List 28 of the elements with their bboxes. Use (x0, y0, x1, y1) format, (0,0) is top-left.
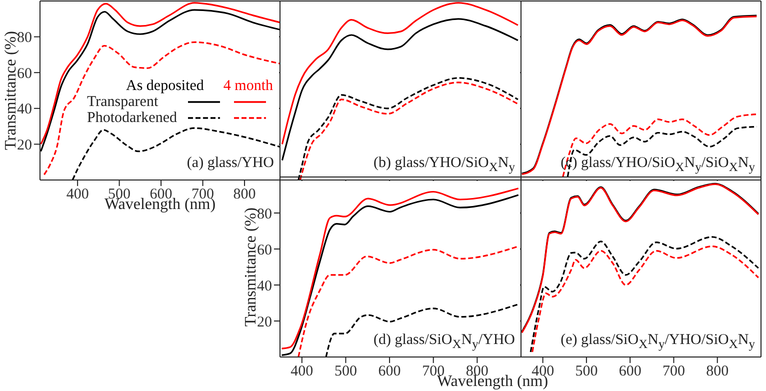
text: (a) glass/YHO (186, 155, 274, 172)
y-tick-label: 80 (257, 206, 272, 222)
legend-label: Photodarkened (87, 110, 178, 126)
x-tick-label: 600 (378, 364, 401, 380)
x-tick-label: 500 (334, 364, 357, 380)
line-series (43, 41, 280, 176)
y-tick-label: 80 (17, 30, 32, 46)
x-tick-label: 800 (233, 186, 256, 203)
line-series (72, 127, 280, 180)
y-tick-label: 20 (257, 314, 272, 330)
annotation: 4 month (223, 78, 273, 94)
line-series (298, 246, 520, 357)
y-tick-label: 60 (17, 66, 32, 82)
x-tick-label: 500 (575, 364, 598, 380)
text: (d) glass/SiO$_{X}$N$_{y}$/YHO (373, 332, 515, 352)
x-tick-label: 800 (706, 364, 729, 380)
legend-label: Transparent (87, 94, 160, 110)
y-tick-label: 60 (257, 242, 272, 258)
x-tick-label: 400 (66, 186, 89, 203)
x-tick-label: 400 (290, 364, 314, 380)
text: (c) glass/YHO/SiO$_{X}$N$_{y}$/SiO$_{X}$N$_{y}$ (560, 155, 755, 175)
text: (b) glass/YHO/SiO$_{X}$N$_{y}$ (373, 155, 515, 175)
annotation: As deposited (126, 78, 204, 94)
x-tick-label: 600 (618, 364, 642, 380)
text: (e) glass/SiO$_{X}$N$_{y}$/YHO/SiO$_{X}$N$_{y}$ (560, 332, 755, 352)
line-series (325, 303, 520, 357)
x-tick-label: 700 (662, 364, 685, 380)
y-tick-label: 20 (17, 138, 32, 154)
